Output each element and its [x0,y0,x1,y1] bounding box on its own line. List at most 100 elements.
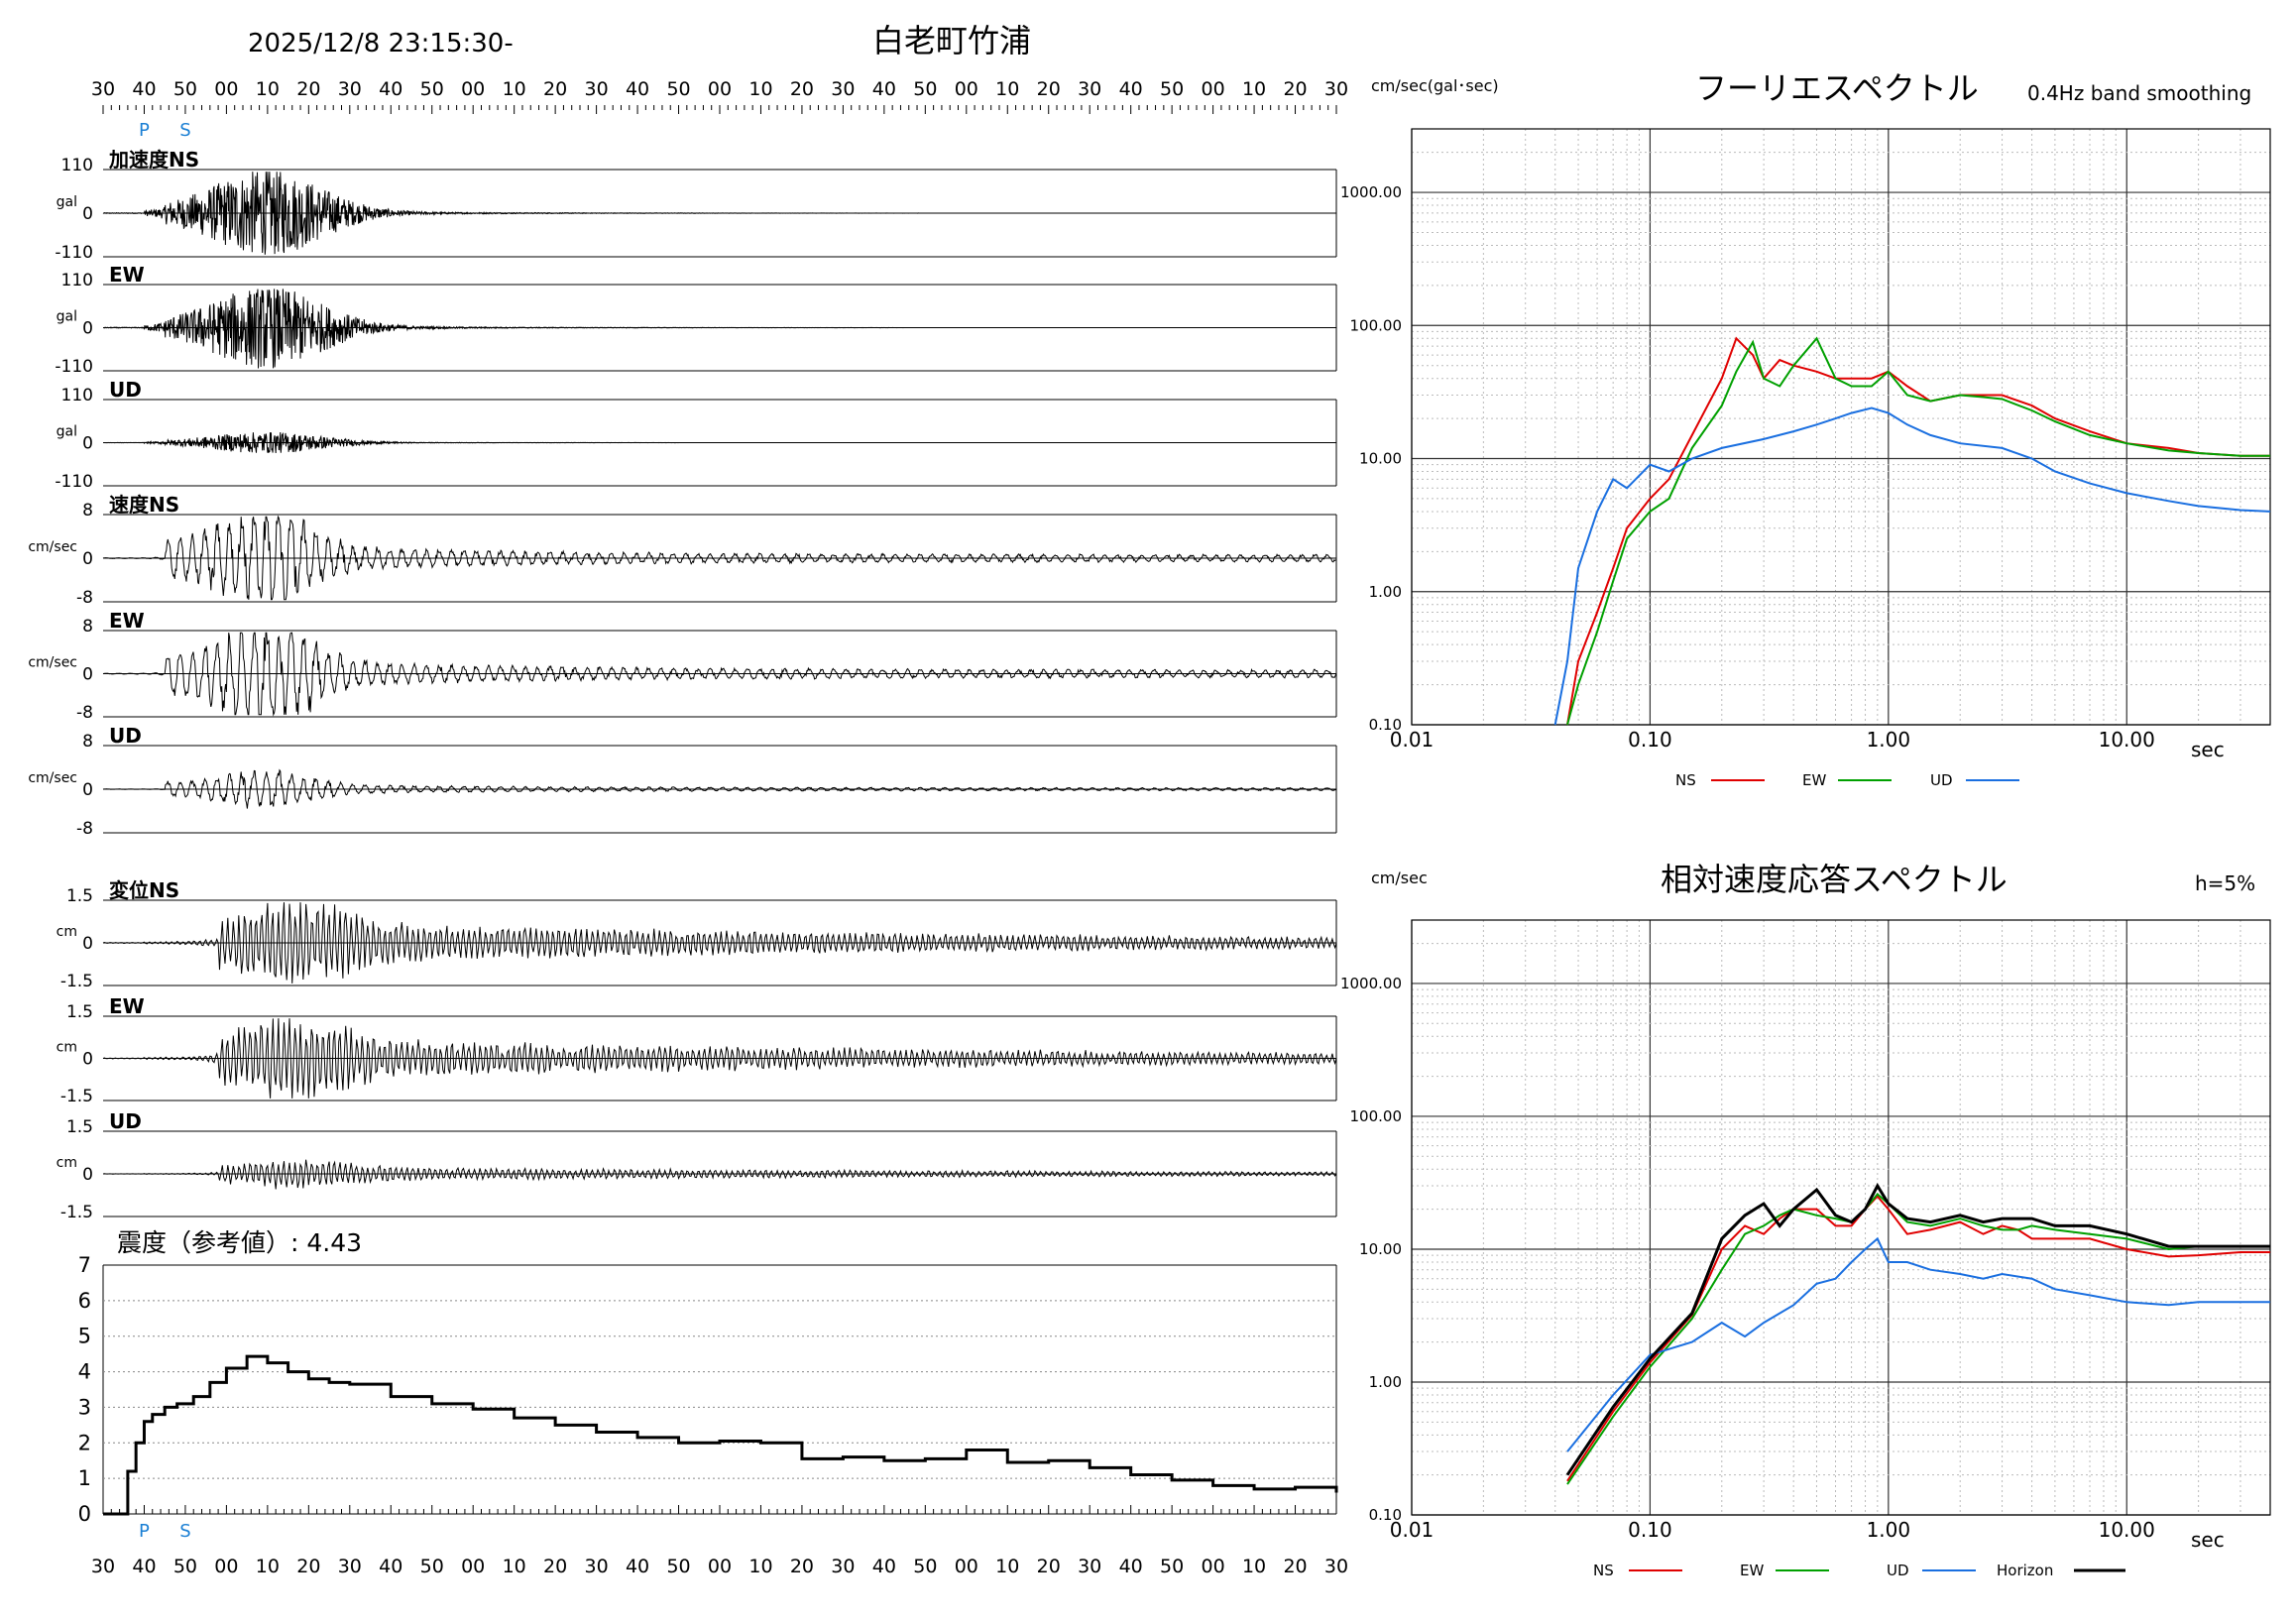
time-tick-label: 10 [1242,78,1266,100]
intensity-tick-label: 3 [78,1395,91,1419]
time-tick-label: 10 [256,78,280,100]
waveform-unit: cm [57,1155,77,1171]
response-subtitle: h=5% [2195,871,2255,895]
time-tick-label: 20 [1037,1556,1061,1577]
waveform-zero: 0 [82,1050,93,1070]
waveform-trace [102,172,1336,255]
waveform-unit: cm [57,924,77,940]
waveform-zero: 0 [82,434,93,454]
waveform-zero: 0 [82,780,93,800]
x-tick-label: 0.10 [1628,1518,1672,1542]
time-tick-label: 30 [1078,78,1101,100]
x-tick-label: 1.00 [1867,728,1911,752]
waveform-component-label: UD [109,1109,142,1133]
y-tick-label: 1000.00 [1340,975,1402,992]
y-tick-label: 1.00 [1369,1373,1402,1391]
waveform-ymin: -110 [55,472,93,492]
y-tick-label: 0.10 [1369,1506,1402,1524]
fourier-subtitle: 0.4Hz band smoothing [2027,81,2251,105]
y-tick-label: 0.10 [1369,716,1402,734]
time-tick-label: 20 [1283,78,1307,100]
x-tick-label: 0.10 [1628,728,1672,752]
time-tick-label: 50 [666,78,690,100]
waveform-ymax: 110 [61,386,93,406]
waveform-ymin: -8 [76,703,93,723]
time-tick-label: 40 [626,1556,649,1577]
time-tick-label: 10 [1242,1556,1266,1577]
waveform-trace [102,515,1337,601]
time-tick-label: 00 [955,1556,978,1577]
time-tick-label: 40 [379,78,402,100]
series-line-ud [1553,406,2271,726]
legend-label: EW [1740,1562,1764,1579]
legend-label: Horizon [1997,1562,2053,1579]
waveform-component-label: 加速度NS [108,148,199,172]
intensity-tick-label: 7 [78,1253,91,1277]
waveform-trace [102,1018,1337,1099]
time-tick-label: 30 [1078,1556,1101,1577]
x-tick-label: 10.00 [2099,728,2155,752]
time-tick-label: 20 [790,78,814,100]
waveform-component-label: UD [109,378,142,402]
intensity-tick-label: 0 [78,1502,91,1526]
time-tick-label: 10 [503,1556,526,1577]
y-tick-label: 10.00 [1359,450,1402,468]
waveform-ymax: 1.5 [66,886,93,906]
intensity-line [103,1354,1338,1516]
time-tick-label: 40 [379,1556,402,1577]
waveform-ymax: 1.5 [66,1002,93,1022]
legend-label: UD [1930,771,1953,789]
fourier-spectrum-chart: 0.01 0.10 1.00 10.00 sec0.101.0010.00100.001… [1340,128,2271,789]
waveform-ymin: -110 [55,357,93,377]
waveform-component-label: EW [109,263,145,287]
y-tick-label: 100.00 [1350,316,1403,334]
time-tick-label: 00 [214,1556,238,1577]
time-tick-label: 10 [256,1556,280,1577]
waveform-ymin: -110 [55,243,93,263]
waveform-ymax: 110 [61,271,93,290]
fourier-ylabel: cm/sec(gal･sec) [1371,76,1499,95]
waveform-unit: cm/sec [28,655,77,671]
time-tick-label: 00 [1202,1556,1225,1577]
time-tick-label: 10 [995,1556,1019,1577]
time-tick-label: 30 [338,78,362,100]
y-tick-label: 1.00 [1369,583,1402,601]
intensity-tick-label: 6 [78,1289,91,1313]
waveform-trace [103,431,1336,454]
time-tick-label: 10 [995,78,1019,100]
time-tick-label: 50 [420,78,444,100]
y-tick-label: 10.00 [1359,1240,1402,1258]
time-tick-label: 30 [585,78,609,100]
p-arrival-marker: P [139,1521,150,1542]
time-tick-label: 50 [913,78,937,100]
waveform-ymax: 8 [82,732,93,752]
waveform-unit: gal [57,194,77,210]
series-line-ns [1566,1195,2270,1482]
time-tick-label: 00 [214,78,238,100]
legend-label: UD [1887,1562,1909,1579]
response-title: 相対速度応答スペクトル [1661,861,2008,898]
waveform-trace [102,768,1337,809]
time-tick-label: 20 [790,1556,814,1577]
time-tick-label: 30 [91,78,115,100]
time-tick-label: 50 [420,1556,444,1577]
p-arrival-marker: P [139,120,150,141]
time-tick-label: 40 [626,78,649,100]
plot-frame [1411,128,2271,726]
time-tick-label: 30 [338,1556,362,1577]
response-ylabel: cm/sec [1371,869,1428,887]
series-line-ew [1566,336,2270,726]
station-title: 白老町竹浦 [872,22,1031,59]
waveform-unit: cm/sec [28,539,77,555]
waveform-ymin: -1.5 [60,1087,93,1106]
time-tick-label: 00 [708,78,732,100]
series-line-ns [1566,336,2270,726]
time-tick-label: 20 [296,78,320,100]
waveform-trace [102,1159,1337,1190]
waveform-zero: 0 [82,1165,93,1185]
x-tick-label: 10.00 [2099,1518,2155,1542]
s-arrival-marker: S [179,120,190,141]
waveform-ymax: 1.5 [66,1117,93,1137]
time-axis-bottom: 30 40 50 00 10 20 30 40 50 00 10 20 30 40 50 00 10 20 30 40… [91,1505,1348,1577]
waveform-ymin: -1.5 [60,1203,93,1222]
